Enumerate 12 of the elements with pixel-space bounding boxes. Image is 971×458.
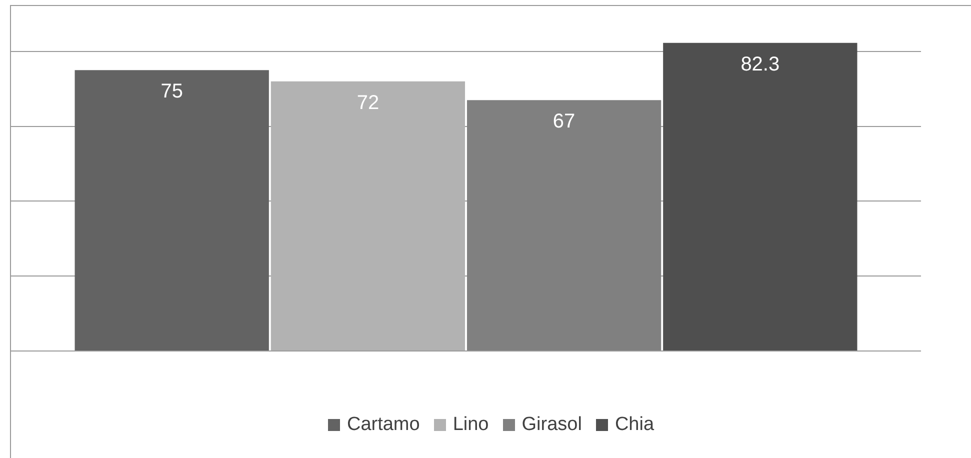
data-label: 67 xyxy=(552,110,576,133)
data-label: 75 xyxy=(160,80,183,103)
legend-label: Cartamo xyxy=(346,414,420,436)
legend-label: Chia xyxy=(614,414,654,436)
bar xyxy=(74,70,269,350)
data-label: 72 xyxy=(356,92,380,114)
bar xyxy=(270,81,466,350)
legend-label: Lino xyxy=(452,414,489,436)
data-label: 82.3 xyxy=(740,53,780,76)
bar xyxy=(663,42,858,350)
legend-label: Girasol xyxy=(522,414,582,436)
bar xyxy=(466,100,662,350)
